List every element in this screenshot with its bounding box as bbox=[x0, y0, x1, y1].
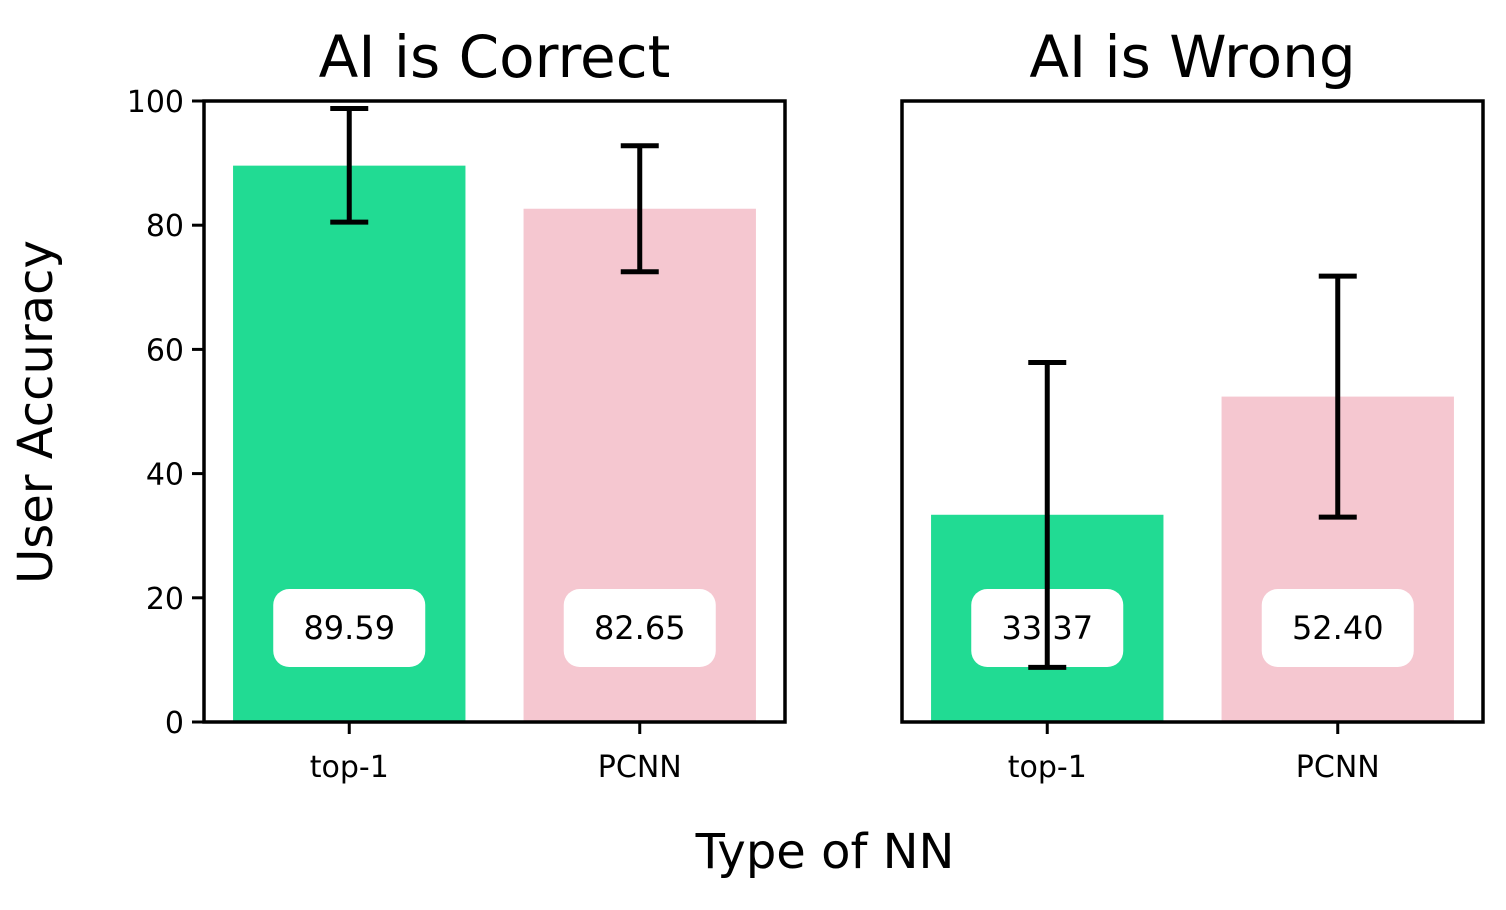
value-label-box bbox=[563, 589, 716, 667]
y-tick-label: 20 bbox=[146, 582, 184, 617]
value-label-box bbox=[273, 589, 426, 667]
panel-ai-correct: AI is Correct 89.59 top-1 82.65 PCNN 0 20 40 60 8… bbox=[127, 23, 787, 785]
x-tick-label: top-1 bbox=[1008, 750, 1087, 785]
plot-frame bbox=[202, 99, 787, 724]
y-tick-label: 0 bbox=[165, 706, 184, 741]
x-tick-label: top-1 bbox=[310, 750, 389, 785]
panel-title: AI is Wrong bbox=[1029, 23, 1355, 91]
y-tick-label: 100 bbox=[127, 85, 184, 120]
value-label: 52.40 bbox=[1292, 609, 1384, 647]
x-tick-label: PCNN bbox=[1296, 750, 1380, 785]
value-label-box bbox=[1261, 589, 1414, 667]
error-bar bbox=[1028, 359, 1067, 670]
value-label: 82.65 bbox=[594, 609, 686, 647]
y-tick-label: 80 bbox=[146, 209, 184, 244]
error-bar bbox=[330, 105, 369, 225]
plot-frame bbox=[900, 99, 1485, 724]
error-bar bbox=[1318, 273, 1357, 520]
error-bar bbox=[620, 143, 659, 275]
panel-title: AI is Correct bbox=[319, 23, 671, 91]
value-label: 89.59 bbox=[303, 609, 395, 647]
x-tick-label: PCNN bbox=[598, 750, 682, 785]
y-tick-label: 40 bbox=[146, 458, 184, 493]
x-axis-title: Type of NN bbox=[695, 824, 955, 880]
y-axis-title: User Accuracy bbox=[8, 240, 64, 584]
y-tick-label: 60 bbox=[146, 333, 184, 368]
